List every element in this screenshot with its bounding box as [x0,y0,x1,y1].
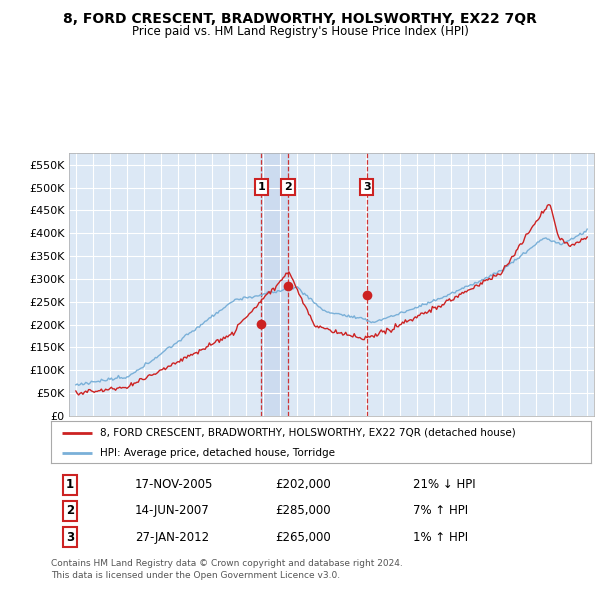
Text: 1: 1 [257,182,265,192]
Text: £202,000: £202,000 [275,478,331,491]
Text: £265,000: £265,000 [275,530,331,543]
Text: 3: 3 [66,530,74,543]
Text: 14-JUN-2007: 14-JUN-2007 [135,504,209,517]
Text: This data is licensed under the Open Government Licence v3.0.: This data is licensed under the Open Gov… [51,571,340,579]
Text: 1% ↑ HPI: 1% ↑ HPI [413,530,468,543]
Text: 3: 3 [363,182,371,192]
Text: 27-JAN-2012: 27-JAN-2012 [135,530,209,543]
Text: 2: 2 [66,504,74,517]
Text: 1: 1 [66,478,74,491]
Text: 8, FORD CRESCENT, BRADWORTHY, HOLSWORTHY, EX22 7QR (detached house): 8, FORD CRESCENT, BRADWORTHY, HOLSWORTHY… [100,428,515,438]
Text: 8, FORD CRESCENT, BRADWORTHY, HOLSWORTHY, EX22 7QR: 8, FORD CRESCENT, BRADWORTHY, HOLSWORTHY… [63,12,537,26]
Text: 7% ↑ HPI: 7% ↑ HPI [413,504,468,517]
Text: Contains HM Land Registry data © Crown copyright and database right 2024.: Contains HM Land Registry data © Crown c… [51,559,403,568]
Bar [261,153,288,416]
Text: HPI: Average price, detached house, Torridge: HPI: Average price, detached house, Torr… [100,448,335,457]
Text: Price paid vs. HM Land Registry's House Price Index (HPI): Price paid vs. HM Land Registry's House … [131,25,469,38]
Text: 2: 2 [284,182,292,192]
Text: 21% ↓ HPI: 21% ↓ HPI [413,478,475,491]
Text: £285,000: £285,000 [275,504,331,517]
Text: 17-NOV-2005: 17-NOV-2005 [135,478,213,491]
